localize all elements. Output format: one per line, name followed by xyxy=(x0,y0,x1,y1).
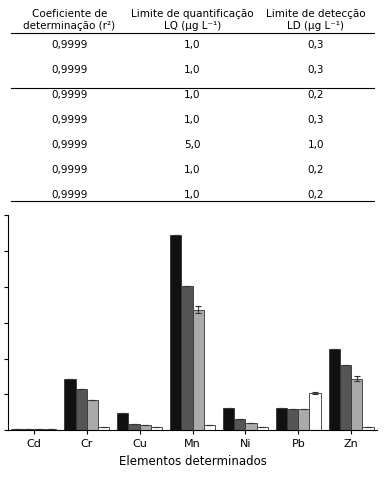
Bar xyxy=(298,410,310,430)
Bar xyxy=(151,427,162,430)
Bar xyxy=(234,419,245,430)
Bar xyxy=(351,379,362,430)
Bar xyxy=(362,427,373,430)
Bar xyxy=(340,365,351,430)
Bar xyxy=(223,408,234,430)
Bar xyxy=(287,410,298,430)
Bar xyxy=(140,425,151,430)
Bar xyxy=(245,423,256,430)
Bar xyxy=(117,413,129,430)
Bar xyxy=(204,425,215,430)
Bar xyxy=(256,427,268,430)
Bar xyxy=(276,408,287,430)
Bar xyxy=(192,310,204,430)
Bar xyxy=(329,349,340,430)
Bar xyxy=(75,389,87,430)
Bar xyxy=(23,429,34,430)
Bar xyxy=(310,393,321,430)
Bar xyxy=(87,400,98,430)
Bar xyxy=(34,429,45,430)
Bar xyxy=(98,427,109,430)
Bar xyxy=(181,286,192,430)
Bar xyxy=(64,379,75,430)
Bar xyxy=(129,424,140,430)
Bar xyxy=(12,429,23,430)
X-axis label: Elementos determinados: Elementos determinados xyxy=(119,455,266,468)
Bar xyxy=(170,235,181,430)
